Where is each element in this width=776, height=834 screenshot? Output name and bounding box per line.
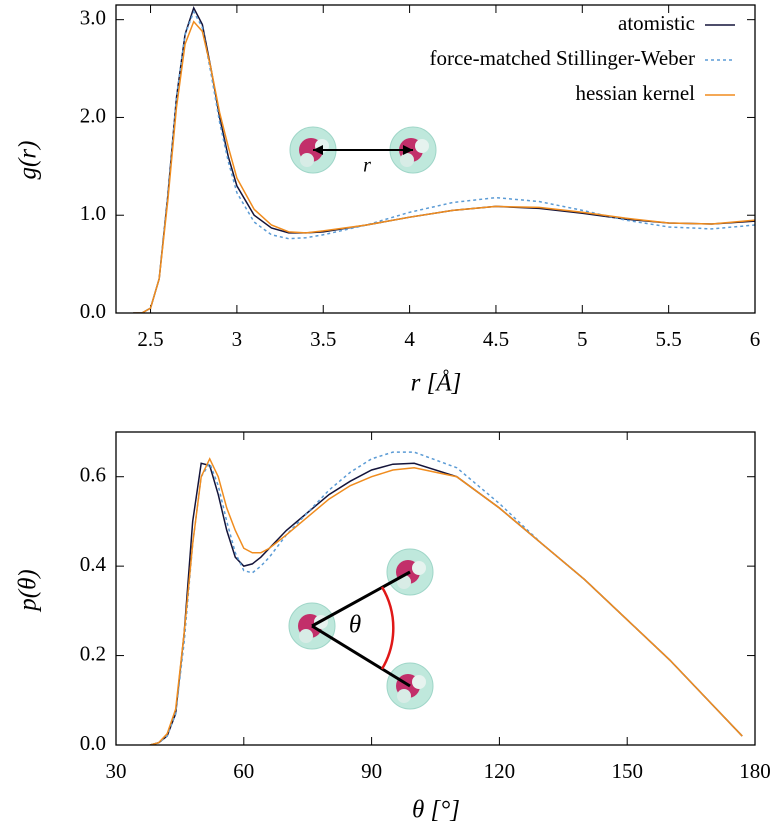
x-tick-label: 2.5: [137, 327, 163, 351]
x-tick-label: 4: [404, 327, 415, 351]
series-line: [149, 451, 743, 745]
x-tick-label: 3.5: [310, 327, 336, 351]
x-axis-label: r [Å]: [411, 370, 462, 397]
plot-area: [149, 451, 743, 745]
axes-frame: [115, 431, 756, 746]
y-axis-label: g(r): [15, 141, 42, 180]
x-tick-label: 5: [577, 327, 588, 351]
y-tick-label: 3.0: [80, 5, 106, 29]
y-axis-label: p(θ): [15, 569, 42, 612]
x-tick-label: 30: [106, 759, 127, 783]
x-tick-label: 3: [232, 327, 243, 351]
x-tick-label: 5.5: [656, 327, 682, 351]
y-tick-label: 2.0: [80, 103, 106, 127]
legend-label: hessian kernel: [575, 81, 695, 105]
axes-frame: [115, 4, 756, 314]
inset-label: θ: [349, 612, 361, 639]
inset-pair: [289, 126, 437, 174]
series-line: [149, 462, 743, 745]
y-tick-label: 0.6: [80, 463, 106, 487]
x-tick-label: 180: [739, 759, 771, 783]
x-tick-label: 120: [484, 759, 516, 783]
inset-label: r: [363, 155, 371, 177]
y-tick-label: 1.0: [80, 201, 106, 225]
x-axis-label: θ [°]: [412, 797, 460, 824]
x-tick-label: 150: [611, 759, 643, 783]
plot-area: [133, 5, 755, 313]
x-tick-label: 6: [750, 327, 761, 351]
y-tick-label: 0.0: [80, 299, 106, 323]
x-tick-label: 90: [361, 759, 382, 783]
legend-label: force-matched Stillinger-Weber: [429, 46, 695, 70]
y-tick-label: 0.4: [80, 552, 107, 576]
y-tick-label: 0.2: [80, 641, 106, 665]
inset-triplet: [288, 548, 434, 710]
x-tick-label: 4.5: [483, 327, 509, 351]
y-tick-label: 0.0: [80, 731, 106, 755]
series-line: [133, 20, 755, 313]
x-tick-label: 60: [233, 759, 254, 783]
series-line: [149, 457, 743, 745]
legend-label: atomistic: [618, 11, 695, 35]
